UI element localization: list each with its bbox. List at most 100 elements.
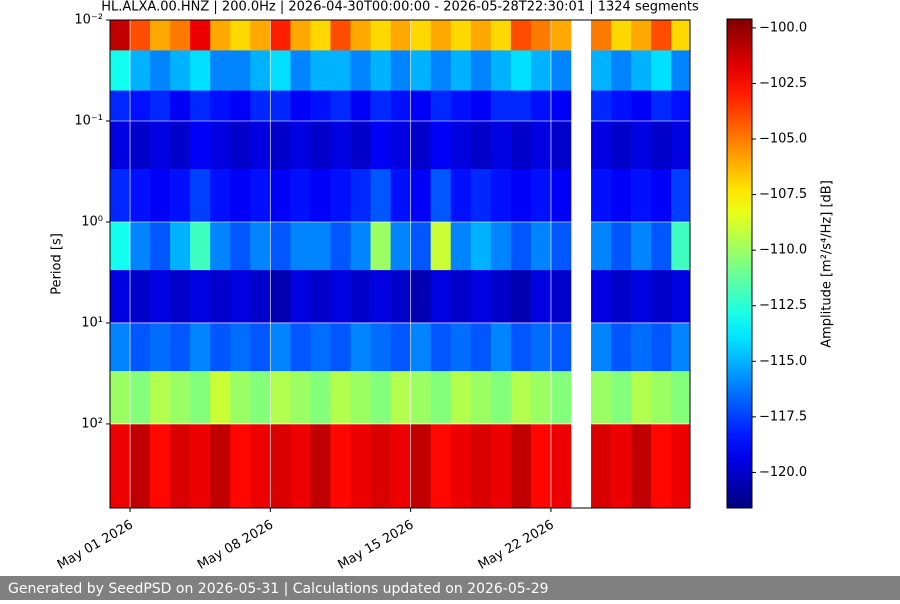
heatmap-cell xyxy=(550,221,572,271)
heatmap-cell xyxy=(390,20,411,51)
heatmap-cell xyxy=(110,423,131,509)
heatmap-cell xyxy=(611,169,632,223)
heatmap-cell xyxy=(550,50,572,91)
heatmap-cell xyxy=(190,221,211,271)
heatmap-cell xyxy=(270,270,291,324)
heatmap-cell xyxy=(190,322,211,372)
colorbar-label: Amplitude [m²/s⁴/Hz] [dB] xyxy=(820,180,835,348)
heatmap-cell xyxy=(150,423,171,509)
plot-frame xyxy=(109,19,691,509)
heatmap-cell xyxy=(110,169,131,223)
heatmap-cell xyxy=(170,270,191,324)
heatmap-cell xyxy=(671,20,691,51)
heatmap-cell xyxy=(290,169,311,223)
heatmap-cell xyxy=(410,90,431,122)
heatmap-cell xyxy=(150,90,171,122)
heatmap-cell xyxy=(150,50,171,91)
heatmap-cell xyxy=(651,120,672,170)
heatmap-cell xyxy=(190,120,211,170)
colorbar-tick-label: −117.5 xyxy=(759,409,807,424)
heatmap-cell xyxy=(390,50,411,91)
heatmap-cell xyxy=(410,120,431,170)
heatmap-cell xyxy=(150,169,171,223)
heatmap-cell xyxy=(130,50,151,91)
heatmap-cell xyxy=(651,423,672,509)
heatmap-cell xyxy=(550,90,572,122)
heatmap-cell xyxy=(370,20,391,51)
heatmap-cell xyxy=(490,169,512,223)
heatmap-cell xyxy=(530,169,552,223)
heatmap-cell xyxy=(310,20,331,51)
heatmap-cell xyxy=(170,120,191,170)
heatmap-cell xyxy=(170,423,191,509)
heatmap-cell xyxy=(290,20,311,51)
colorbar xyxy=(726,18,753,509)
heatmap-cell xyxy=(430,20,452,51)
heatmap-cell xyxy=(250,221,271,271)
heatmap-cell xyxy=(611,90,632,122)
heatmap-cell xyxy=(651,169,672,223)
heatmap-cell xyxy=(671,50,691,91)
heatmap-cell xyxy=(370,423,391,509)
heatmap-cell xyxy=(370,371,391,425)
heatmap-cell xyxy=(671,169,691,223)
heatmap-cell xyxy=(631,20,652,51)
heatmap-cell xyxy=(110,371,131,425)
heatmap-cell xyxy=(130,270,151,324)
heatmap-cell xyxy=(190,50,211,91)
heatmap-cell xyxy=(310,322,331,372)
heatmap-cell xyxy=(130,120,151,170)
heatmap-cell xyxy=(410,169,431,223)
heatmap-cell xyxy=(370,169,391,223)
heatmap-cell xyxy=(230,423,251,509)
heatmap-cell xyxy=(591,371,612,425)
heatmap-cell xyxy=(230,50,251,91)
heatmap-cell xyxy=(390,169,411,223)
heatmap-cell xyxy=(631,120,652,170)
heatmap-cell xyxy=(270,371,291,425)
heatmap-cell xyxy=(410,423,431,509)
heatmap-cell xyxy=(170,169,191,223)
heatmap-cell xyxy=(591,20,612,51)
heatmap-cell xyxy=(290,322,311,372)
heatmap-cell xyxy=(510,322,532,372)
chart-title: HL.ALXA.00.HNZ | 200.0Hz | 2026-04-30T00… xyxy=(101,0,699,15)
heatmap-cell xyxy=(170,371,191,425)
heatmap-cell xyxy=(651,322,672,372)
heatmap-cell xyxy=(370,120,391,170)
heatmap-cell xyxy=(550,20,572,51)
y-tick-label: 10⁰ xyxy=(81,214,103,229)
heatmap-cell xyxy=(250,322,271,372)
heatmap-cell xyxy=(530,322,552,372)
heatmap-cell xyxy=(130,20,151,51)
heatmap-cell xyxy=(510,50,532,91)
footer-text: Generated by SeedPSD on 2026-05-31 | Cal… xyxy=(8,581,549,597)
heatmap-cell xyxy=(530,120,552,170)
heatmap-cell xyxy=(490,322,512,372)
x-tick-label: May 22 2026 xyxy=(476,518,557,573)
heatmap-cell xyxy=(631,50,652,91)
y-tick-label: 10⁻¹ xyxy=(74,113,103,128)
heatmap-cell xyxy=(330,90,351,122)
heatmap-cell xyxy=(130,90,151,122)
heatmap-cell xyxy=(470,50,492,91)
colorbar-tick-label: −105.0 xyxy=(759,132,807,147)
heatmap-cell xyxy=(370,90,391,122)
heatmap-cell xyxy=(470,322,492,372)
heatmap-cell xyxy=(290,50,311,91)
heatmap-cell xyxy=(470,423,492,509)
heatmap-cell xyxy=(530,90,552,122)
heatmap-cell xyxy=(330,50,351,91)
heatmap-cell xyxy=(631,90,652,122)
heatmap-cell xyxy=(611,270,632,324)
heatmap-cell xyxy=(210,90,231,122)
heatmap-cell xyxy=(270,50,291,91)
heatmap-cell xyxy=(170,322,191,372)
heatmap-cell xyxy=(550,169,572,223)
heatmap-cell xyxy=(671,120,691,170)
heatmap-cell xyxy=(350,20,371,51)
heatmap-cell xyxy=(270,90,291,122)
heatmap-cell xyxy=(310,423,331,509)
heatmap-cell xyxy=(671,221,691,271)
heatmap-cell xyxy=(631,270,652,324)
